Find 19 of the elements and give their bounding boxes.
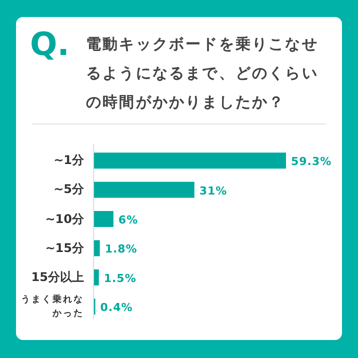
category: ~1分 [52, 152, 84, 170]
title: 電動キックボードを乗りこなせるようになるまで、どのくらいの時間がかかりましたか？ [86, 34, 320, 113]
data-label: 59.3% [291, 155, 332, 168]
bar [94, 240, 100, 256]
data-label: 1.5% [104, 272, 136, 285]
category: ~10分 [44, 210, 84, 228]
category: うまく乗れなかった [20, 293, 84, 321]
category: ~15分 [44, 240, 84, 257]
bar [94, 182, 194, 198]
data-label: 31% [199, 184, 228, 198]
data-label: 1.8% [104, 242, 138, 256]
bar [94, 152, 286, 169]
annotation: Q. [30, 24, 70, 65]
category: 15分以上 [30, 268, 84, 286]
data-label: 0.4% [100, 301, 133, 314]
category: ~5分 [52, 181, 84, 198]
bar [94, 211, 114, 227]
bar [94, 269, 99, 286]
data-label: 6% [118, 214, 138, 226]
